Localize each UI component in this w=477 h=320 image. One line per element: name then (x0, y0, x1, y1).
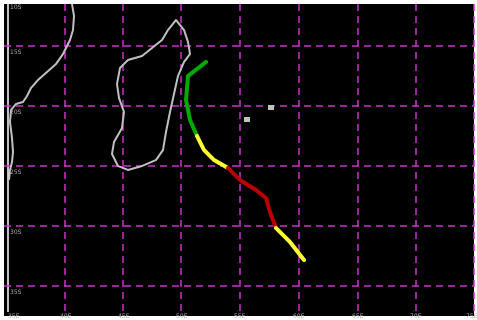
ocean-background (4, 4, 474, 316)
longitude-label: 70E (410, 313, 422, 320)
latitude-label: 25S (10, 169, 22, 176)
track-segment-green (184, 60, 208, 138)
madagascar-coastline (111, 19, 191, 171)
coastlines (8, 3, 191, 181)
longitude-label: 65E (352, 313, 364, 320)
track-segment-yellow-1 (195, 134, 230, 170)
latitude-label: 10S (10, 4, 22, 11)
longitude-label: 55E (234, 313, 246, 320)
lat-lon-grid (4, 4, 475, 312)
track-segment-yellow-2 (274, 226, 306, 262)
africa-coastline (8, 3, 75, 181)
track-segment-red (226, 166, 278, 230)
grid-labels: 10S 15S 20S 25S 30S 35S 35E 40E 45E 50E 55E 60E 65E 7… (8, 4, 477, 320)
latitude-label: 20S (10, 109, 22, 116)
latitude-label: 30S (10, 229, 22, 236)
reunion-island (244, 117, 250, 122)
longitude-label: 40E (60, 313, 72, 320)
longitude-label: 75E (466, 313, 477, 320)
longitude-label: 60E (293, 313, 305, 320)
longitude-label: 45E (118, 313, 130, 320)
longitude-label: 35E (8, 313, 20, 320)
latitude-label: 15S (10, 49, 22, 56)
longitude-label: 50E (176, 313, 188, 320)
mauritius-island (268, 105, 274, 110)
cyclone-track (184, 60, 306, 262)
latitude-label: 35S (10, 289, 22, 296)
